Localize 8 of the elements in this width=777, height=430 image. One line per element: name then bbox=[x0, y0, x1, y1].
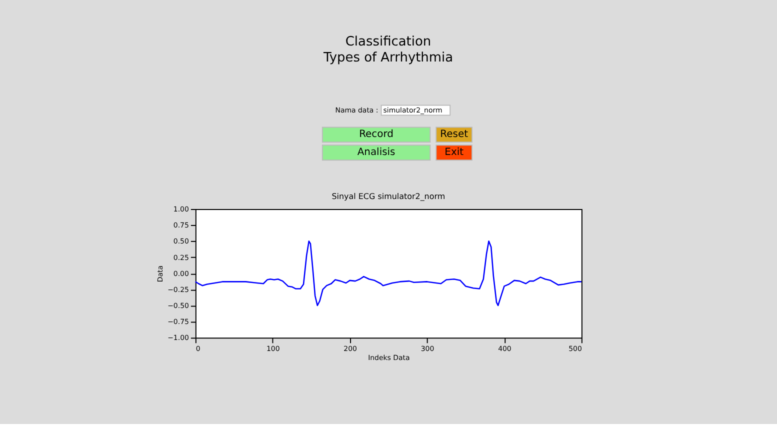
text: Types of Arrhythmia bbox=[322, 50, 454, 66]
chart-title: Sinyal ECG simulator2_norm bbox=[332, 192, 446, 202]
line-series bbox=[194, 240, 582, 306]
text: Record bbox=[359, 129, 394, 140]
text: Reset bbox=[440, 129, 468, 140]
text: Exit bbox=[444, 147, 464, 158]
text: Analisis bbox=[357, 147, 396, 158]
text: Classification bbox=[345, 34, 432, 50]
